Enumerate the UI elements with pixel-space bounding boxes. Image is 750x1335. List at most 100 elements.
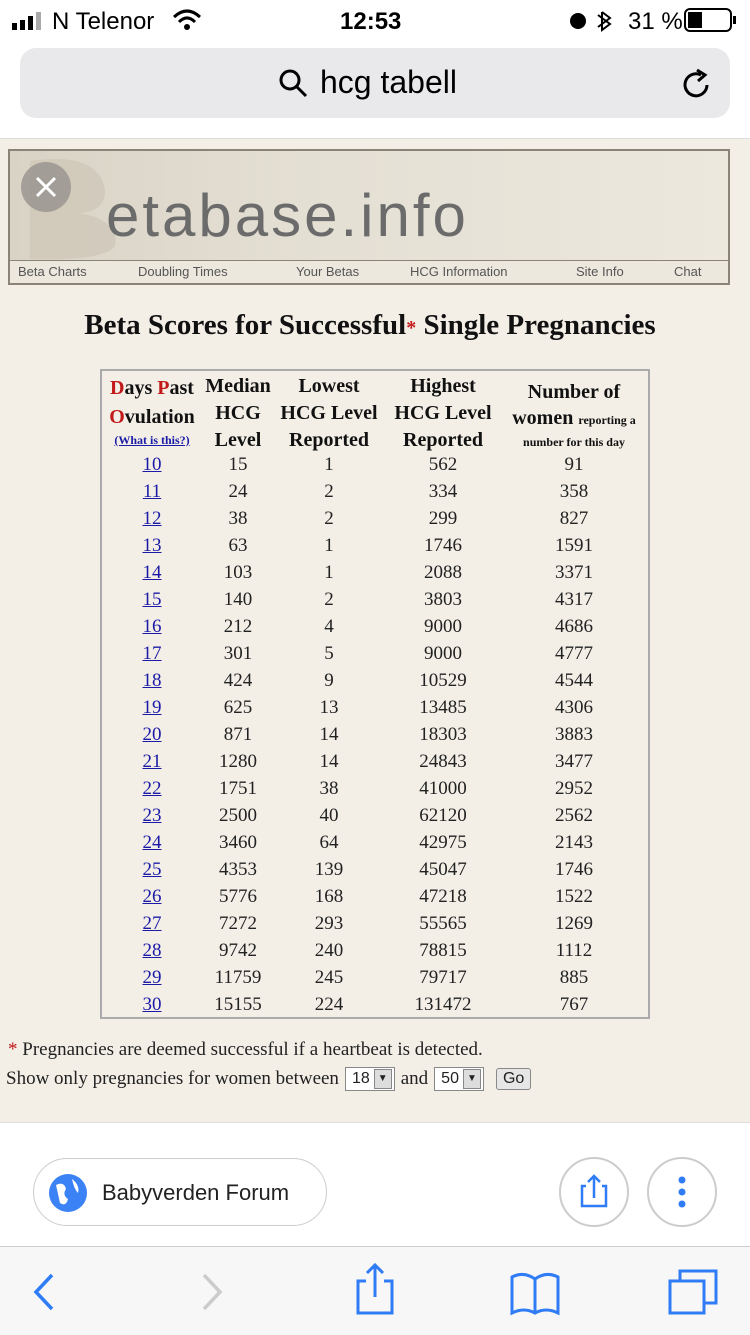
header-line: women reporting a (512, 405, 636, 434)
day-link[interactable]: 20 (142, 724, 162, 745)
url-text: hcg tabell (320, 64, 457, 100)
age-to: 50 (441, 1070, 459, 1087)
address-bar[interactable]: hcg tabell (20, 48, 730, 118)
table-cell: 55565 (419, 913, 467, 934)
header-line: HCG Level (394, 402, 492, 424)
header-line: number for this day (523, 435, 625, 449)
table-cell: 40 (319, 805, 339, 826)
table-cell: 358 (559, 481, 589, 502)
day-link[interactable]: 30 (142, 994, 162, 1015)
day-link[interactable]: 13 (142, 535, 162, 556)
table-cell: 79717 (419, 967, 467, 988)
action-buttons[interactable] (558, 1156, 730, 1228)
clock: 12:53 (340, 8, 402, 35)
table-cell: 1746 (555, 859, 593, 880)
what-is-this-link[interactable]: (What is this?) (114, 433, 190, 447)
table-cell: 1 (324, 454, 334, 475)
header-line: Reported (403, 429, 483, 451)
day-link[interactable]: 16 (142, 616, 162, 637)
table-cell: 3460 (219, 832, 257, 853)
table-cell: 871 (223, 724, 253, 745)
signal-icon (12, 12, 41, 30)
table-cell: 1 (324, 562, 334, 583)
table-cell: 41000 (419, 778, 467, 799)
and-label: and (400, 1068, 429, 1089)
title-text: Single Pregnancies (416, 309, 656, 341)
table-cell: 9742 (219, 940, 257, 961)
day-link[interactable]: 27 (142, 913, 162, 934)
day-link[interactable]: 19 (142, 697, 162, 718)
table-cell: 38 (228, 508, 248, 529)
table-cell: 3803 (424, 589, 462, 610)
nav-link[interactable]: Chat (674, 264, 702, 279)
table-cell: 240 (314, 940, 344, 961)
table-cell: 2952 (555, 778, 593, 799)
table-cell: 1112 (555, 940, 593, 961)
nav-link[interactable]: HCG Information (410, 264, 508, 279)
table-cell: 78815 (419, 940, 467, 961)
table-cell: 562 (428, 454, 458, 475)
go-button[interactable]: Go (495, 1068, 532, 1090)
table-cell: 9 (324, 670, 334, 691)
table-cell: 64 (319, 832, 339, 853)
table-cell: 9000 (424, 616, 462, 637)
day-link[interactable]: 25 (142, 859, 162, 880)
toolbar-icons[interactable] (0, 1247, 750, 1335)
table-cell: 2500 (219, 805, 257, 826)
day-link[interactable]: 10 (142, 454, 162, 475)
title-star: * (406, 317, 417, 339)
header-line: Reported (289, 429, 369, 451)
table-cell: 1 (324, 535, 334, 556)
table-cell: 827 (559, 508, 589, 529)
header-line: HCG (215, 402, 261, 424)
table-cell: 4544 (555, 670, 593, 691)
table-cell: 18303 (419, 724, 467, 745)
table-cell: 1751 (219, 778, 257, 799)
nav-link[interactable]: Your Betas (296, 264, 360, 279)
table-cell: 4777 (555, 643, 593, 664)
dropdown-arrow: ▼ (373, 1069, 392, 1089)
nav-link[interactable]: Site Info (576, 264, 624, 279)
day-link[interactable]: 26 (142, 886, 162, 907)
day-link[interactable]: 17 (142, 643, 162, 664)
table-cell: 299 (428, 508, 458, 529)
day-link[interactable]: 28 (142, 940, 162, 961)
table-cell: 2 (324, 589, 334, 610)
day-link[interactable]: 24 (142, 832, 162, 853)
table-cell: 767 (559, 994, 589, 1015)
table-cell: 42975 (419, 832, 467, 853)
header-line: Days Past (110, 375, 194, 402)
day-link[interactable]: 23 (142, 805, 162, 826)
day-link[interactable]: 12 (142, 508, 162, 529)
day-link[interactable]: 15 (142, 589, 162, 610)
day-link[interactable]: 18 (142, 670, 162, 691)
header-line: Median (205, 375, 271, 397)
table-cell: 424 (223, 670, 253, 691)
table-cell: 224 (314, 994, 344, 1015)
age-to-select[interactable]: 50 ▼ (434, 1067, 484, 1091)
day-link[interactable]: 22 (142, 778, 162, 799)
nav-link[interactable]: Doubling Times (138, 264, 228, 279)
reload-icon[interactable] (680, 68, 714, 102)
header-line: Number of (527, 381, 621, 403)
alarm-bluetooth (570, 11, 612, 32)
day-link[interactable]: 14 (142, 562, 162, 583)
day-link[interactable]: 11 (142, 481, 162, 502)
day-link[interactable]: 21 (142, 751, 162, 772)
table-cell: 3371 (555, 562, 593, 583)
footnote-star: * (8, 1039, 18, 1060)
bookmark-pill[interactable]: Babyverden Forum (33, 1158, 327, 1226)
table-cell: 62120 (419, 805, 467, 826)
header-line: Level (214, 429, 262, 451)
table-cell: 1269 (555, 913, 593, 934)
table-cell: 2 (324, 508, 334, 529)
table-cell: 885 (559, 967, 589, 988)
nav-link[interactable]: Beta Charts (18, 264, 87, 279)
filter-form: Show only pregnancies for women between … (6, 1067, 532, 1091)
header-line: Lowest (298, 375, 360, 397)
day-link[interactable]: 29 (142, 967, 162, 988)
close-button[interactable] (20, 161, 72, 213)
age-from-select[interactable]: 18 ▼ (344, 1067, 395, 1091)
globe-icon (49, 1174, 87, 1212)
table-cell: 2562 (555, 805, 593, 826)
